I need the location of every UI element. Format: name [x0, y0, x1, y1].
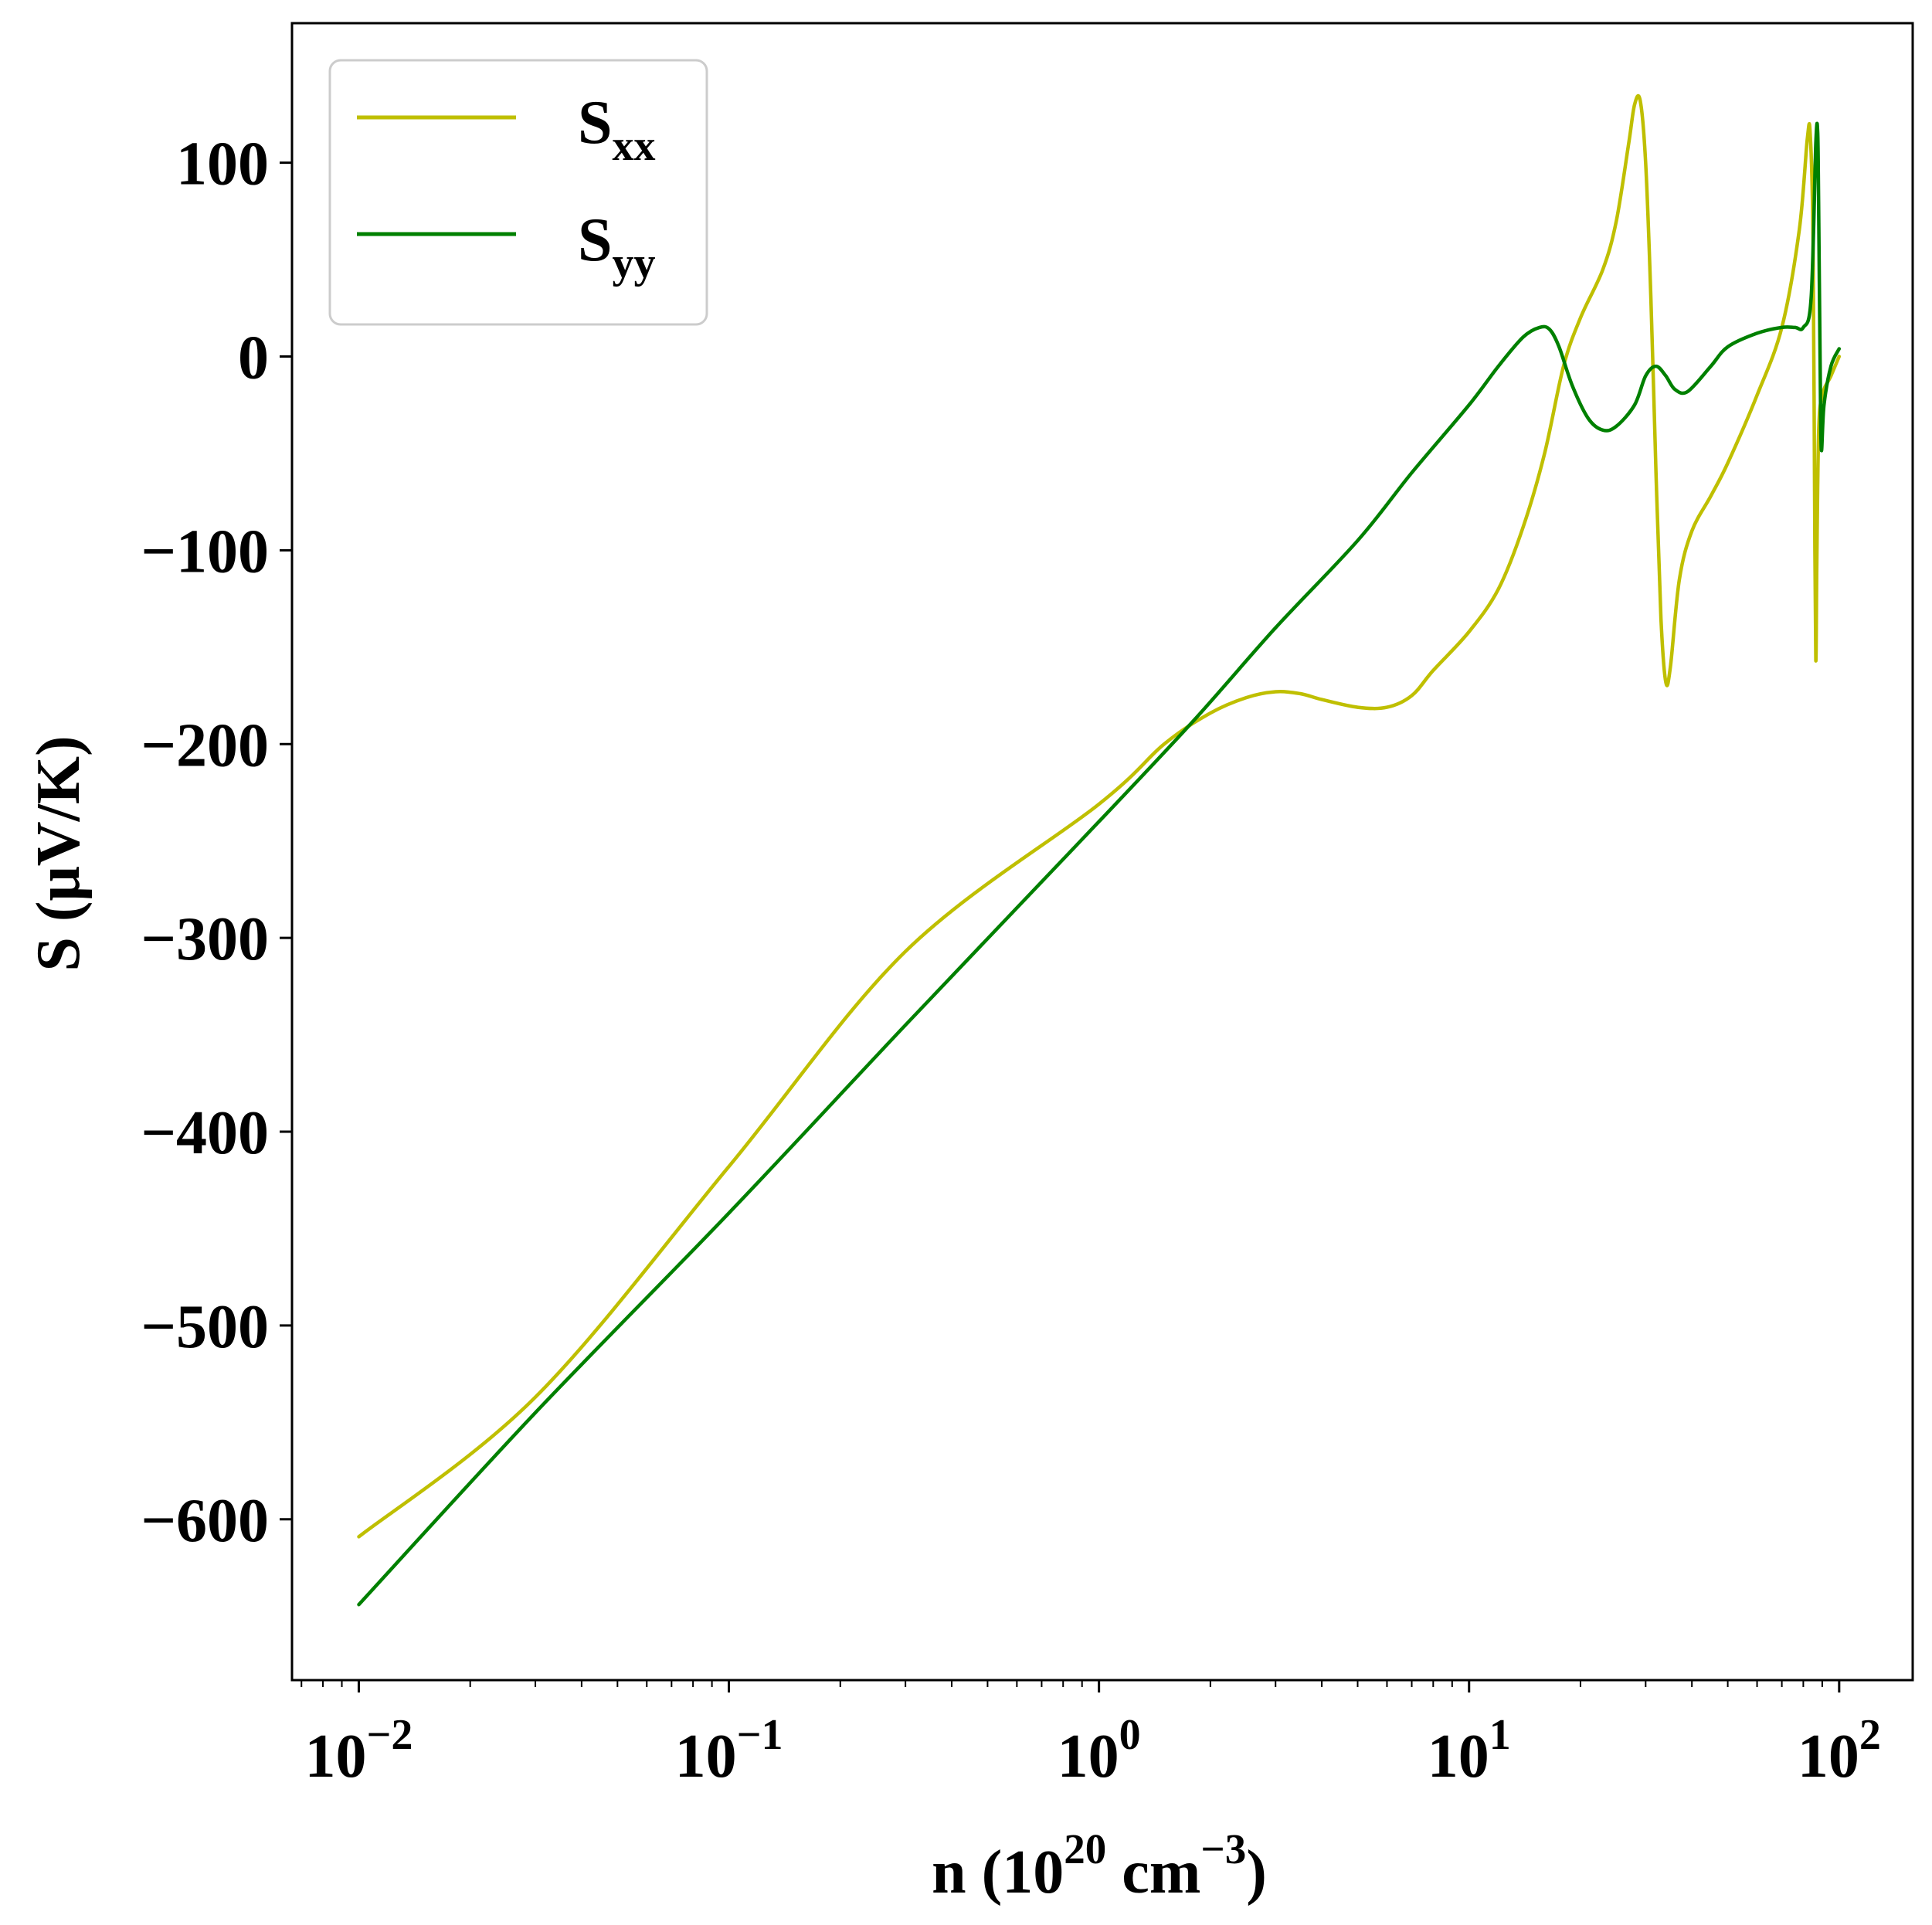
x-axis-label-exponent-2: −3	[1200, 1825, 1246, 1872]
y-tick-label: −400	[141, 1099, 269, 1167]
x-tick-label-exponent: −2	[366, 1711, 413, 1759]
x-axis-label-suffix: )	[1246, 1838, 1267, 1906]
y-tick-label: −200	[141, 711, 269, 779]
x-tick-label-exponent: 1	[1489, 1711, 1511, 1759]
x-tick-label-exponent: 2	[1859, 1711, 1881, 1759]
legend-label-sxx-sub: xx	[613, 122, 656, 170]
x-tick-label-base: 10	[1058, 1723, 1119, 1791]
y-tick-label: −500	[141, 1293, 269, 1361]
y-tick-label: −100	[141, 518, 269, 586]
x-tick-label: 102	[1798, 1711, 1881, 1791]
x-tick-label-base: 10	[675, 1723, 737, 1791]
y-axis-label: S (μV/K)	[25, 735, 93, 971]
legend-label-sxx-base: S	[578, 89, 613, 157]
y-tick-label: 100	[176, 131, 269, 199]
y-tick-label: 0	[238, 324, 269, 392]
series-line-syy	[357, 121, 1842, 1607]
y-axis-ticks: 100 0 −100 −200 −300 −400 −500 −600	[141, 131, 292, 1555]
y-tick-label: −300	[141, 905, 269, 973]
series-layer	[357, 93, 1842, 1607]
y-tick-label: −600	[141, 1487, 269, 1555]
x-tick-label-exponent: 0	[1119, 1711, 1141, 1759]
x-tick-label-base: 10	[304, 1723, 366, 1791]
x-tick-label: 100	[1058, 1711, 1141, 1791]
legend: Sxx Syy	[328, 59, 708, 326]
x-axis-label: n (1020 cm−3)	[932, 1825, 1267, 1906]
legend-box	[328, 59, 708, 326]
x-tick-label: 10−1	[675, 1711, 783, 1791]
legend-label-syy: Syy	[578, 206, 656, 287]
x-tick-label-base: 10	[1798, 1723, 1859, 1791]
x-tick-label: 10−2	[304, 1711, 413, 1791]
plot-frame	[290, 22, 1914, 1682]
x-axis-ticks: 10−2 10−1 100 101 102	[300, 1680, 1881, 1791]
x-tick-label-exponent: −1	[737, 1711, 783, 1759]
x-axis-label-exponent-1: 20	[1064, 1825, 1106, 1872]
legend-label-sxx: Sxx	[578, 89, 656, 170]
legend-label-syy-base: S	[578, 206, 613, 274]
x-axis-label-prefix: n (10	[932, 1838, 1064, 1906]
x-axis-label-unit: cm	[1106, 1838, 1200, 1906]
legend-label-syy-sub: yy	[613, 239, 656, 287]
x-tick-label-base: 10	[1428, 1723, 1489, 1791]
x-tick-label: 101	[1428, 1711, 1511, 1791]
